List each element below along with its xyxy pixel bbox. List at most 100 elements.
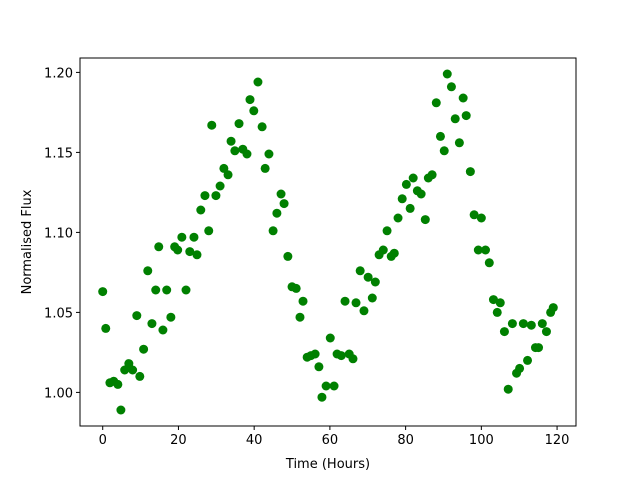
point	[226, 136, 236, 146]
y-tick-label: 1.05	[44, 306, 73, 321]
point	[211, 191, 221, 201]
point	[442, 69, 452, 79]
point	[465, 167, 475, 177]
point	[537, 319, 547, 329]
y-tick-label: 1.00	[44, 386, 73, 401]
y-tick-label: 1.15	[44, 146, 73, 161]
point	[359, 306, 369, 316]
y-tick-label: 1.20	[44, 66, 73, 81]
point	[260, 163, 270, 173]
point	[495, 298, 505, 308]
point	[310, 349, 320, 359]
point	[298, 296, 308, 306]
point	[355, 266, 365, 276]
point	[204, 226, 214, 236]
point	[405, 203, 415, 213]
point	[276, 189, 286, 199]
point	[420, 215, 430, 225]
x-tick-label: 120	[545, 433, 570, 448]
point	[329, 381, 339, 391]
point	[147, 319, 157, 329]
point	[128, 365, 138, 375]
point	[185, 247, 195, 257]
point	[397, 194, 407, 204]
point	[192, 250, 202, 260]
y-axis-label: Normalised Flux	[20, 189, 35, 294]
point	[264, 149, 274, 159]
point	[393, 213, 403, 223]
point	[253, 77, 263, 87]
point	[314, 362, 324, 372]
point	[321, 381, 331, 391]
point	[120, 365, 130, 375]
point	[348, 354, 358, 364]
point	[523, 355, 533, 365]
point	[378, 245, 388, 255]
point	[340, 296, 350, 306]
point	[461, 111, 471, 121]
point	[181, 285, 191, 295]
point	[219, 163, 229, 173]
point	[484, 258, 494, 268]
point	[325, 333, 335, 343]
point	[503, 384, 513, 394]
point	[454, 138, 464, 148]
point	[295, 312, 305, 322]
point	[515, 363, 525, 373]
x-tick-label: 100	[469, 433, 494, 448]
point	[135, 371, 145, 381]
y-tick-label: 1.10	[44, 226, 73, 241]
point	[450, 114, 460, 124]
point	[499, 327, 509, 337]
point	[257, 122, 267, 132]
x-tick-label: 60	[322, 433, 339, 448]
point	[363, 272, 373, 282]
point	[283, 251, 293, 261]
x-axis-label: Time (Hours)	[285, 457, 370, 472]
point	[154, 242, 164, 252]
point	[98, 287, 108, 297]
point	[351, 298, 361, 308]
point	[132, 311, 142, 321]
point	[548, 303, 558, 313]
point	[268, 226, 278, 236]
point	[427, 170, 437, 180]
point	[279, 199, 289, 209]
point	[469, 210, 479, 220]
point	[101, 323, 111, 333]
point	[230, 146, 240, 156]
point	[435, 131, 445, 141]
point	[401, 179, 411, 189]
point	[143, 266, 153, 276]
point	[173, 245, 183, 255]
point	[177, 232, 187, 242]
point	[507, 319, 517, 329]
point	[272, 208, 282, 218]
point	[116, 405, 126, 415]
point	[317, 392, 327, 402]
point	[367, 293, 377, 303]
point	[458, 93, 468, 103]
point	[541, 327, 551, 337]
point	[431, 98, 441, 108]
point	[223, 170, 233, 180]
point	[113, 379, 123, 389]
x-tick-label: 80	[397, 433, 414, 448]
point	[416, 189, 426, 199]
point	[196, 205, 206, 215]
point	[234, 119, 244, 129]
point	[291, 283, 301, 293]
point	[189, 232, 199, 242]
point	[151, 285, 161, 295]
point	[481, 245, 491, 255]
point	[215, 181, 225, 191]
x-tick-label: 40	[246, 433, 263, 448]
point	[370, 277, 380, 287]
axes-frame	[79, 57, 577, 427]
x-tick-label: 0	[99, 433, 107, 448]
point	[476, 213, 486, 223]
point	[242, 149, 252, 159]
point	[488, 295, 498, 305]
x-tick-label: 20	[170, 433, 187, 448]
